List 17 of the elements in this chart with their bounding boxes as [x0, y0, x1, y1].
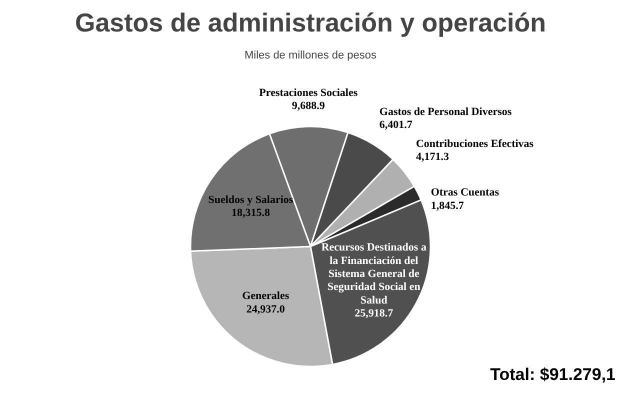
data-label: 25,918.7	[354, 308, 394, 320]
chart-title: Gastos de administración y operación	[74, 8, 546, 38]
slice-label: Recursos Destinados a la Financiación del Sistema General de Seguridad Social en Salud	[321, 242, 427, 306]
slice-label: Contribuciones Efectivas	[416, 138, 534, 150]
slice-label: Gastos de Personal Diversos	[379, 106, 512, 118]
data-label: 24,937.0	[246, 303, 286, 316]
data-label: 1,845.7	[430, 200, 464, 212]
text: Total: $91.279,1	[490, 365, 616, 384]
data-label: 9,688.9	[292, 100, 326, 112]
data-label: 4,171.3	[416, 151, 450, 164]
data-label: 6,401.7	[379, 119, 413, 132]
chart-subtitle: Miles de millones de pesos	[244, 50, 378, 62]
slice-label: Generales	[242, 290, 290, 302]
data-label: 18,315.8	[231, 206, 270, 219]
slice-label: Otras Cuentas	[430, 186, 500, 199]
slice-label: Sueldos y Salarios	[208, 194, 294, 206]
slice-label: Prestaciones Sociales	[259, 86, 358, 99]
